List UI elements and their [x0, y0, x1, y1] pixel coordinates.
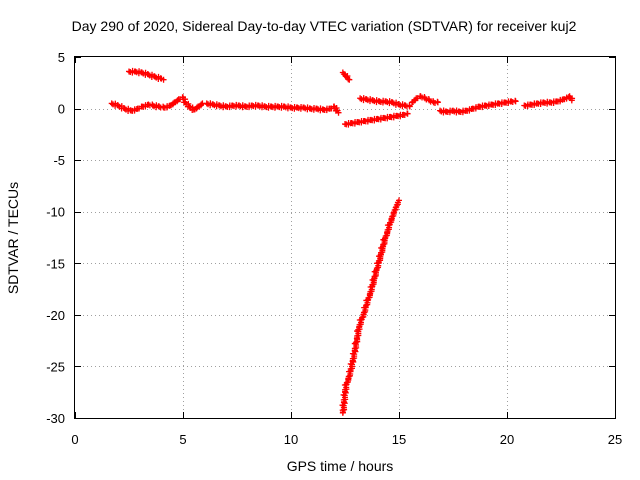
x-tick-label: 20: [500, 432, 514, 447]
x-tick-label: 25: [608, 432, 622, 447]
grid-lines: [75, 57, 615, 418]
data-point: [160, 76, 167, 83]
x-tick-label: 0: [71, 432, 78, 447]
x-tick-label: 15: [392, 432, 406, 447]
data-points: [108, 67, 576, 416]
plot-frame: [74, 56, 616, 419]
y-tick-label: -25: [46, 359, 65, 374]
x-tick-label: 5: [179, 432, 186, 447]
x-axis-label: GPS time / hours: [287, 458, 394, 474]
y-tick-label: -15: [46, 256, 65, 271]
y-tick-label: -30: [46, 411, 65, 426]
data-point: [396, 197, 402, 204]
y-tick-label: 0: [58, 102, 65, 117]
data-point: [434, 99, 441, 106]
y-axis-label: SDTVAR / TECUs: [5, 182, 21, 294]
data-point: [406, 103, 413, 110]
data-point: [404, 110, 411, 117]
y-tick-label: -20: [46, 308, 65, 323]
y-axis-ticks: 5 0 -5 -10 -15 -20 -25 -30: [46, 50, 615, 426]
data-point: [512, 98, 519, 105]
data-point: [335, 109, 342, 116]
data-point: [346, 76, 353, 83]
chart-title: Day 290 of 2020, Sidereal Day-to-day VTE…: [72, 18, 577, 34]
data-point: [568, 97, 575, 104]
y-tick-label: 5: [58, 50, 65, 65]
y-tick-label: -5: [53, 153, 65, 168]
x-axis-ticks: 0 5 10 15 20 25: [71, 57, 622, 447]
y-tick-label: -10: [46, 205, 65, 220]
x-tick-label: 10: [284, 432, 298, 447]
